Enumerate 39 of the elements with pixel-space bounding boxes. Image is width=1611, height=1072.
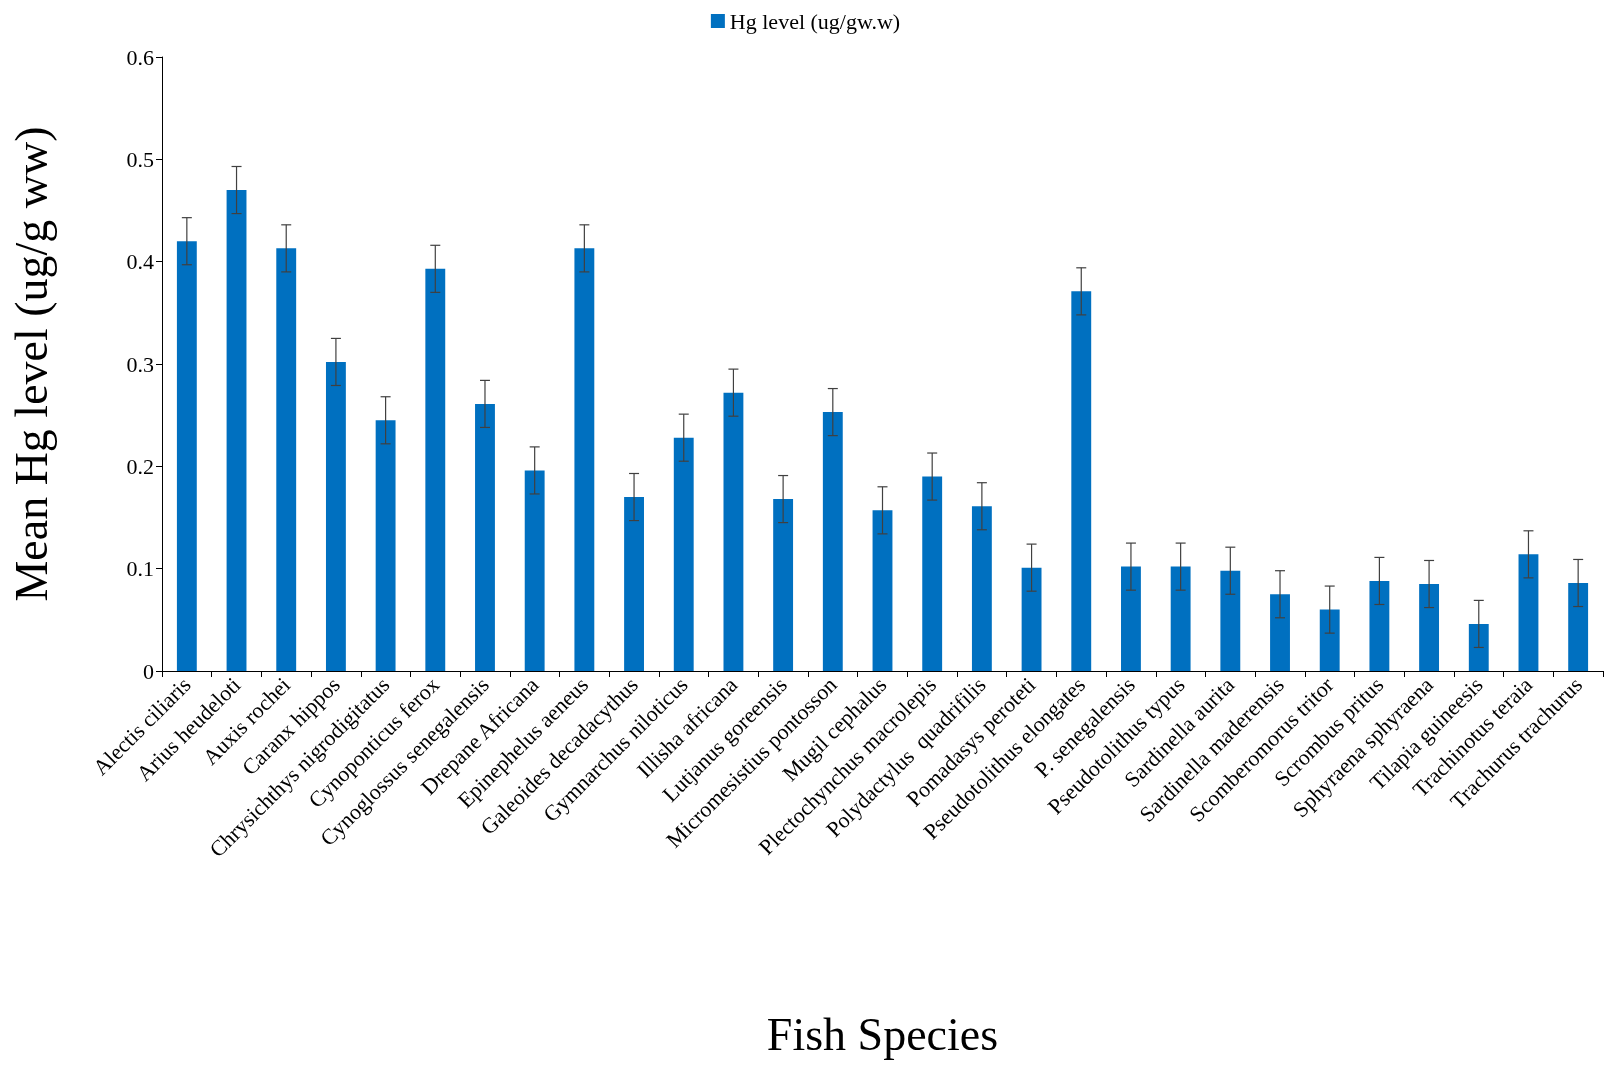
bar [1121,566,1141,671]
bar [673,437,694,671]
bar [773,499,794,671]
bar [624,497,644,671]
x-axis-title: Fish Species [766,1008,999,1060]
bar [1419,584,1440,671]
bar [723,392,744,671]
bar [1518,554,1539,671]
y-tick-label: 0.3 [126,351,154,377]
bar [1369,580,1390,671]
y-tick-label: 0.6 [126,44,154,70]
bar [872,510,893,671]
bar [922,476,943,671]
bar [1220,570,1241,671]
y-tick-label: 0.1 [126,556,154,582]
bar [1270,594,1290,671]
bar [1319,609,1340,671]
bar [226,190,247,671]
bar [1021,567,1042,671]
bar [971,506,992,671]
y-tick-label: 0.4 [126,249,154,275]
bar [1568,582,1589,671]
bar [375,420,396,671]
bar [822,412,843,671]
bar [475,403,495,671]
bar [325,361,346,671]
y-tick-label: 0.2 [126,453,154,479]
bar [524,470,545,671]
bar [425,268,446,671]
bar [1468,623,1489,671]
bar [176,241,197,671]
y-axis-title: Mean Hg level (ug/g ww) [5,126,57,602]
bar [574,248,595,671]
bar [1071,291,1092,671]
legend-label: Hg level (ug/gw.w) [729,8,901,34]
y-tick-label: 0 [143,658,154,684]
bar [276,248,297,671]
bar [1170,566,1191,671]
y-tick-label: 0.5 [126,146,154,172]
